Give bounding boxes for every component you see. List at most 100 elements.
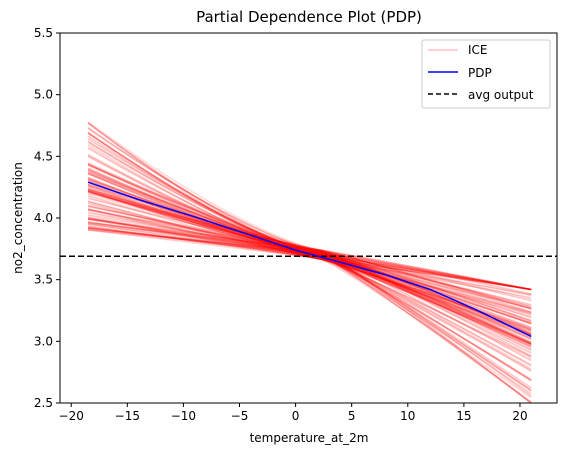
ice-line	[87, 197, 532, 339]
ice-line	[87, 216, 532, 296]
ice-line	[87, 191, 532, 336]
ice-line	[87, 187, 532, 319]
ice-line	[87, 126, 532, 404]
ice-line	[87, 200, 532, 314]
ice-line	[87, 127, 532, 397]
ice-line	[87, 227, 532, 291]
ice-line	[87, 171, 532, 334]
ice-line	[87, 222, 532, 291]
y-tick-label: 3.5	[34, 273, 53, 287]
ice-line	[87, 195, 532, 316]
y-axis-label: no2_concentration	[11, 162, 25, 274]
ice-line	[87, 218, 532, 291]
ice-line	[87, 180, 532, 337]
ice-line	[87, 205, 532, 310]
ice-line	[87, 142, 532, 382]
ice-line	[87, 211, 532, 310]
ice-line	[87, 190, 532, 313]
y-tick-label: 4.0	[34, 211, 53, 225]
x-axis: −20 −15 −10 −5 0 5 10 15 20	[59, 403, 528, 423]
x-tick-label: −15	[115, 409, 140, 423]
ice-line	[87, 179, 532, 354]
ice-line	[87, 191, 532, 336]
ice-line	[87, 183, 532, 345]
ice-line	[87, 172, 532, 354]
ice-line	[87, 192, 532, 329]
ice-line	[87, 222, 532, 296]
ice-line	[87, 218, 532, 314]
ice-line	[87, 186, 532, 331]
ice-line	[87, 180, 532, 358]
ice-line	[87, 208, 532, 322]
ice-line	[87, 226, 532, 291]
ice-line	[87, 188, 532, 334]
ice-line	[87, 188, 532, 350]
ice-line	[87, 121, 532, 403]
ice-line	[87, 163, 532, 340]
x-tick-label: 15	[456, 409, 471, 423]
ice-line	[87, 169, 532, 348]
x-tick-label: 0	[292, 409, 300, 423]
pdp-line	[87, 181, 532, 338]
ice-line	[87, 227, 532, 291]
ice-line	[87, 221, 532, 308]
ice-line	[87, 173, 532, 345]
ice-line	[87, 218, 532, 291]
legend-ice-label: ICE	[468, 43, 488, 57]
ice-line	[87, 121, 532, 404]
legend: ICE PDP avg output	[421, 39, 551, 109]
ice-line	[87, 190, 532, 325]
ice-line	[87, 163, 532, 343]
y-tick-label: 3.0	[34, 334, 53, 348]
ice-line	[87, 185, 532, 325]
ice-line	[87, 209, 532, 300]
ice-line	[87, 225, 532, 291]
ice-line	[87, 155, 532, 358]
x-tick-label: 10	[400, 409, 415, 423]
ice-line	[87, 202, 532, 299]
x-axis-label: temperature_at_2m	[250, 431, 369, 445]
ice-line	[87, 187, 532, 323]
ice-line	[87, 162, 532, 345]
ice-line	[87, 141, 532, 389]
y-tick-label: 5.5	[34, 26, 53, 40]
ice-line	[87, 211, 532, 324]
legend-pdp-label: PDP	[468, 66, 492, 80]
y-tick-label: 2.5	[34, 396, 53, 410]
ice-line	[87, 217, 532, 291]
y-tick-label: 4.5	[34, 149, 53, 163]
ice-line	[87, 188, 532, 346]
ice-line	[87, 189, 532, 345]
legend-box	[421, 39, 551, 109]
ice-line	[87, 209, 532, 329]
ice-line	[87, 168, 532, 336]
ice-line	[87, 122, 532, 391]
ice-line	[87, 122, 532, 399]
ice-line	[87, 201, 532, 324]
ice-line	[87, 190, 532, 343]
ice-line	[87, 131, 532, 392]
ice-line	[87, 135, 532, 382]
ice-line	[87, 204, 532, 328]
ice-line	[87, 168, 532, 336]
ice-line	[87, 190, 532, 330]
ice-line	[87, 228, 532, 291]
ice-lines	[87, 121, 532, 404]
ice-line	[87, 221, 532, 310]
ice-line	[87, 221, 532, 308]
ice-line	[87, 169, 532, 346]
ice-line	[87, 208, 532, 315]
chart-title: Partial Dependence Plot (PDP)	[196, 8, 422, 26]
ice-line	[87, 146, 532, 360]
ice-line	[87, 229, 532, 291]
legend-avg-label: avg output	[468, 88, 534, 102]
ice-line	[87, 144, 532, 372]
ice-line	[87, 178, 532, 362]
x-tick-label: 20	[512, 409, 527, 423]
y-tick-label: 5.0	[34, 88, 53, 102]
ice-line	[87, 223, 532, 295]
ice-line	[87, 184, 532, 338]
x-tick-label: −10	[171, 409, 196, 423]
ice-line	[87, 217, 532, 310]
